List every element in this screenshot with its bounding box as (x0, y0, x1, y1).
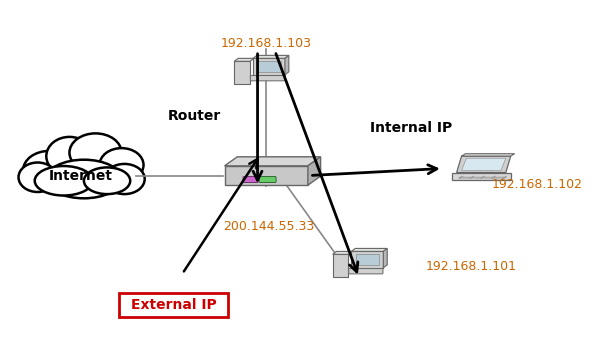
Text: External IP: External IP (131, 298, 217, 312)
FancyBboxPatch shape (259, 177, 276, 183)
FancyBboxPatch shape (243, 177, 258, 183)
Ellipse shape (19, 163, 57, 192)
Polygon shape (461, 154, 515, 156)
Polygon shape (285, 55, 289, 75)
Polygon shape (383, 249, 387, 268)
Ellipse shape (84, 167, 130, 194)
Ellipse shape (100, 148, 143, 182)
Polygon shape (308, 157, 320, 185)
Ellipse shape (23, 151, 75, 190)
Polygon shape (352, 249, 387, 251)
Text: Internet: Internet (49, 168, 113, 183)
FancyBboxPatch shape (352, 251, 383, 268)
Polygon shape (224, 166, 308, 185)
Ellipse shape (70, 133, 122, 172)
FancyBboxPatch shape (119, 293, 228, 317)
Polygon shape (253, 55, 289, 58)
FancyBboxPatch shape (250, 75, 284, 81)
Polygon shape (224, 157, 320, 166)
Text: Internal IP: Internal IP (370, 121, 452, 135)
Polygon shape (461, 158, 506, 171)
FancyBboxPatch shape (349, 269, 383, 274)
Ellipse shape (46, 137, 92, 176)
Text: 192.168.1.102: 192.168.1.102 (492, 178, 583, 191)
Text: 192.168.1.103: 192.168.1.103 (221, 37, 312, 51)
Text: 192.168.1.101: 192.168.1.101 (425, 260, 517, 273)
FancyBboxPatch shape (257, 61, 281, 72)
Text: Router: Router (167, 109, 221, 123)
FancyBboxPatch shape (332, 254, 349, 277)
Ellipse shape (35, 166, 92, 196)
FancyBboxPatch shape (452, 172, 511, 180)
Ellipse shape (46, 160, 122, 198)
Ellipse shape (104, 164, 145, 194)
Polygon shape (234, 58, 254, 61)
Text: 200.144.55.33: 200.144.55.33 (223, 220, 315, 233)
FancyBboxPatch shape (356, 254, 379, 265)
FancyBboxPatch shape (253, 58, 285, 75)
FancyBboxPatch shape (234, 61, 250, 84)
Polygon shape (332, 251, 352, 254)
Polygon shape (457, 156, 511, 173)
